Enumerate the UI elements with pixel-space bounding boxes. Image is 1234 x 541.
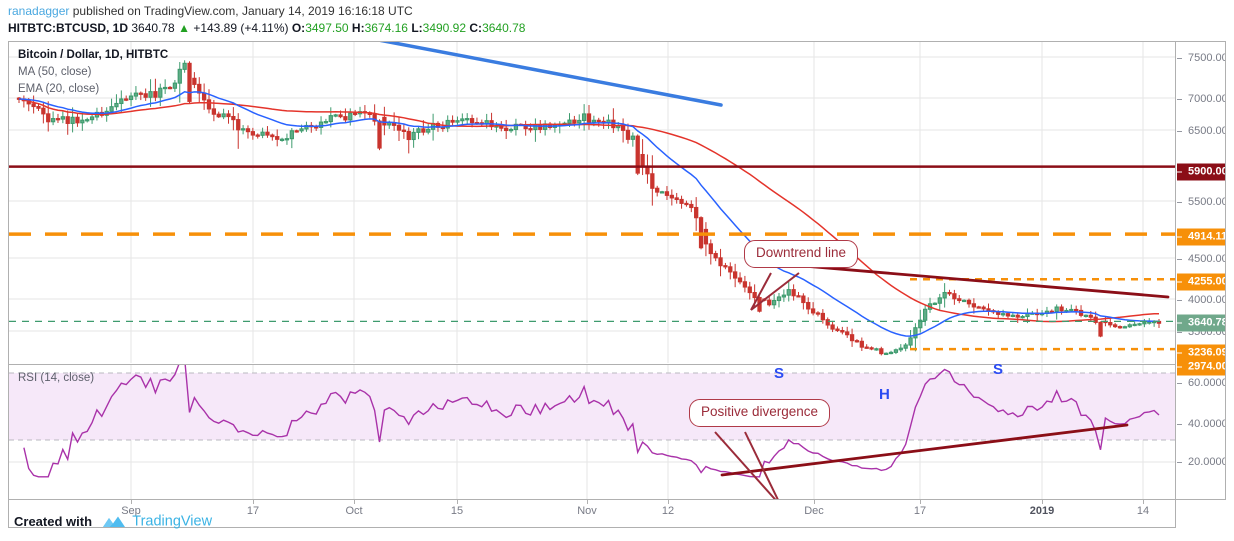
footer-credit: Created with TradingView [14, 513, 212, 530]
downtrend-callout: Downtrend line [744, 240, 859, 268]
time-tick-label: 12 [661, 505, 675, 517]
symbol-label: HITBTC:BTCUSD, 1D [8, 21, 128, 35]
badge-nub [1177, 366, 1182, 368]
badge-nub [1177, 352, 1182, 354]
blue-downtrend-top [379, 42, 723, 107]
low-value: 3490.92 [422, 21, 467, 35]
author-name: ranadagger [8, 4, 70, 18]
price-badge-fib[interactable]: 3236.09 [1177, 344, 1225, 362]
price-tick-label: 5500.00 [1188, 196, 1226, 208]
time-tick-mark [1143, 500, 1144, 504]
price-badge-fib[interactable]: 4914.11 [1177, 228, 1225, 246]
price-badge-fib[interactable]: 4255.00 [1177, 273, 1225, 291]
low-key: L: [411, 21, 423, 35]
time-tick-label: Oct [345, 505, 363, 517]
time-tick-label: Sep [121, 505, 141, 517]
price-badge-resistance[interactable]: 5900.00 [1177, 163, 1225, 181]
price-pane[interactable] [9, 42, 1175, 364]
price-tick-label: 7500.00 [1188, 52, 1226, 64]
quote-line: HITBTC:BTCUSD, 1D 3640.78 ▲ +143.89 (+4.… [8, 21, 525, 36]
time-tick-label: 15 [450, 505, 464, 517]
open-value: 3497.50 [305, 21, 349, 35]
pattern-label-shoulder-left: S [774, 365, 785, 382]
price-tick-label: 7000.00 [1188, 93, 1226, 105]
rsi-tick-label: 40.0000 [1188, 418, 1226, 430]
price-tick-label: 4000.00 [1188, 294, 1226, 306]
price-tick-label: 4500.00 [1188, 253, 1226, 265]
rsi-tick-mark [1177, 462, 1182, 463]
time-tick-mark [131, 500, 132, 504]
time-tick-label: 14 [1136, 505, 1150, 517]
price-tick-label: 6500.00 [1188, 125, 1226, 137]
time-axis[interactable]: Sep 17 Oct 15 Nov 12 Dec 17 2019 14 [8, 500, 1176, 528]
high-value: 3674.16 [364, 21, 408, 35]
time-tick-label: 17 [913, 505, 927, 517]
price-tick-mark [1177, 99, 1182, 100]
price-tick-mark [1177, 131, 1182, 132]
time-tick-mark [354, 500, 355, 504]
price-tick-mark [1177, 332, 1182, 333]
rsi-tick-label: 20.0000 [1188, 456, 1226, 468]
price-badge-last[interactable]: 3640.78 [1177, 314, 1225, 332]
publication-info: published on TradingView.com, January 14… [69, 4, 413, 18]
rsi-pane[interactable]: RSI (14, close) [9, 365, 1175, 499]
open-key: O: [291, 21, 306, 35]
rsi-line [23, 365, 1160, 478]
price-tick-mark [1177, 202, 1182, 203]
time-tick-label: 2019 [1029, 505, 1055, 517]
plot-area[interactable]: RSI (14, close) Bitcoin / Dollar, 1D, HI… [8, 41, 1176, 500]
time-tick-label: 17 [246, 505, 260, 517]
badge-nub [1177, 322, 1182, 324]
time-tick-mark [668, 500, 669, 504]
price-change: +143.89 (+4.11%) [193, 21, 289, 35]
time-tick-mark [814, 500, 815, 504]
price-tick-mark [1177, 259, 1182, 260]
tradingview-brand: TradingView [132, 513, 213, 530]
badge-nub [1177, 171, 1182, 173]
time-tick-mark [920, 500, 921, 504]
badge-nub [1177, 281, 1182, 283]
publication-header: ranadagger published on TradingView.com,… [8, 4, 413, 19]
time-tick-mark [457, 500, 458, 504]
rsi-uptrend-support [720, 423, 1129, 477]
rsi-tick-label: 60.0000 [1188, 377, 1226, 389]
time-tick-label: Nov [577, 505, 597, 517]
chart-frame: RSI (14, close) Bitcoin / Dollar, 1D, HI… [8, 41, 1226, 528]
rsi-tick-mark [1177, 383, 1182, 384]
time-tick-mark [253, 500, 254, 504]
price-tick-mark [1177, 58, 1182, 59]
tradingview-logo-icon [102, 514, 126, 530]
created-with-label: Created with [14, 514, 93, 530]
up-arrow-icon: ▲ [178, 21, 190, 35]
time-tick-mark [1042, 500, 1043, 504]
time-tick-label: Dec [804, 505, 824, 517]
last-price: 3640.78 [131, 21, 175, 35]
pattern-label-head: H [879, 386, 890, 403]
close-value: 3640.78 [482, 21, 526, 35]
price-canvas [9, 42, 1175, 363]
rsi-tick-mark [1177, 424, 1182, 425]
divergence-callout: Positive divergence [689, 399, 831, 427]
time-tick-mark [587, 500, 588, 504]
high-key: H: [351, 21, 365, 35]
price-badge-fib[interactable]: 2974.00 [1177, 358, 1225, 376]
pane-divider [9, 364, 1175, 365]
badge-nub [1177, 236, 1182, 238]
rsi-canvas [9, 365, 1175, 499]
close-key: C: [469, 21, 483, 35]
pattern-label-shoulder-right: S [993, 361, 1004, 378]
rsi-legend: RSI (14, close) [18, 372, 95, 384]
price-axis[interactable]: 7500.00 7000.00 6500.00 5500.00 4500.00 4000.… [1176, 41, 1226, 500]
price-tick-mark [1177, 300, 1182, 301]
